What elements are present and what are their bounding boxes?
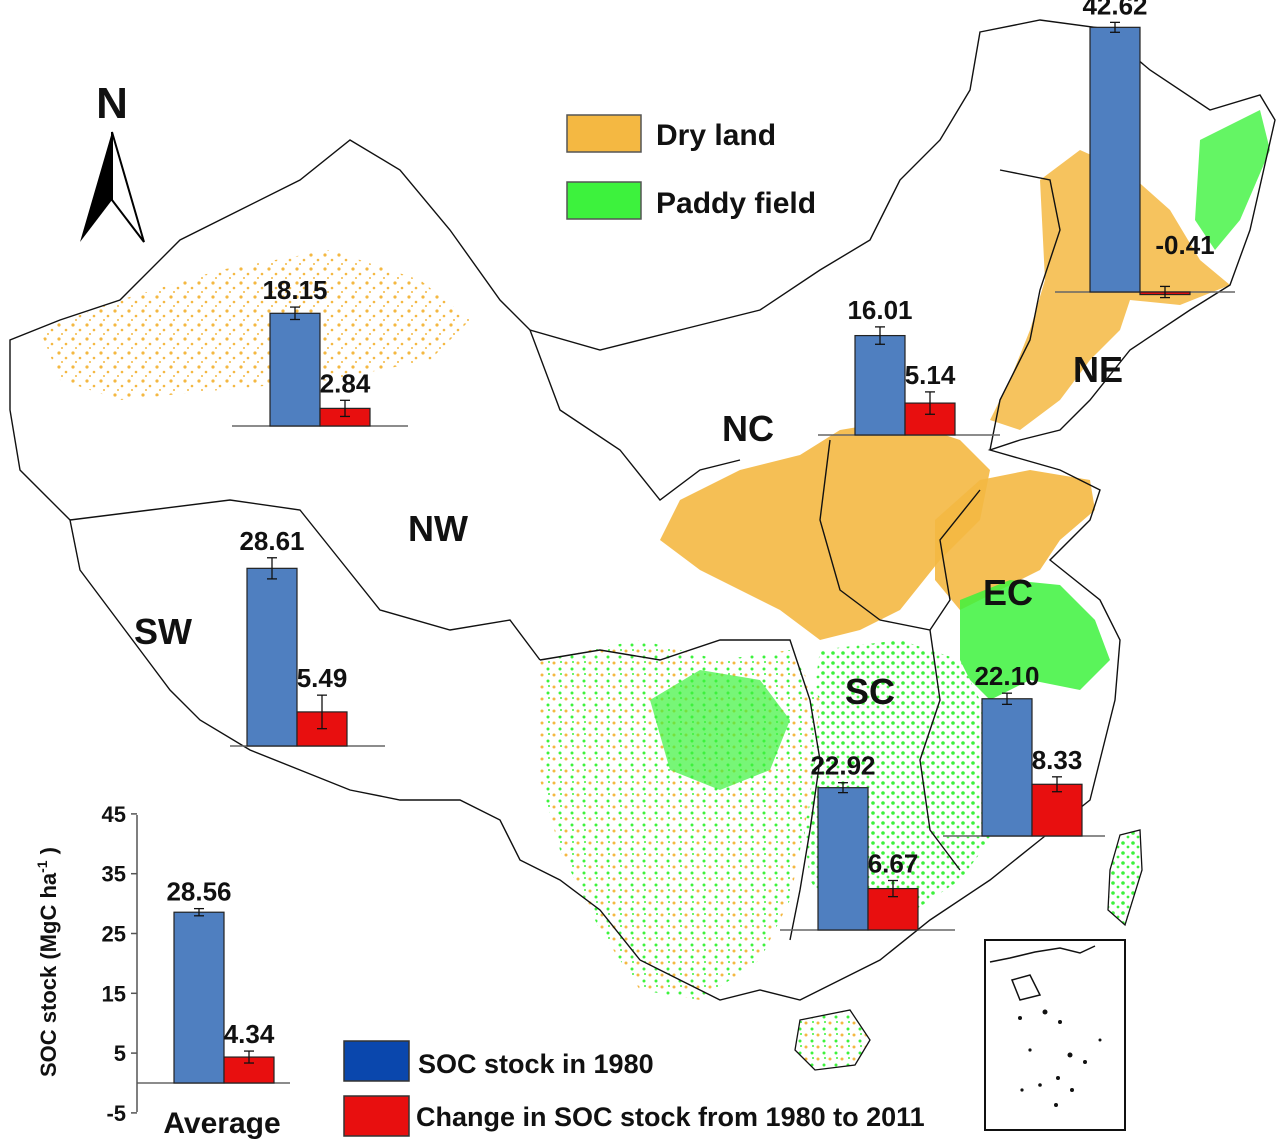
chart-nc: 16.01 5.14	[818, 295, 1000, 436]
error-bar-sc-soc-change	[888, 879, 898, 898]
ec-paddy	[960, 580, 1110, 700]
bar-nw-soc-1980	[269, 312, 321, 427]
data-label-sw-soc-1980: 28.61	[239, 526, 304, 556]
error-bar-nc-soc-1980	[875, 326, 885, 345]
data-label-average-soc-change: 4.34	[224, 1019, 275, 1049]
data-label-ec-soc-1980: 22.10	[974, 661, 1039, 691]
legend-label-soc-1980: SOC stock in 1980	[418, 1049, 654, 1079]
region-label-nw: NW	[408, 508, 468, 549]
error-bar-nc-soc-change	[925, 391, 935, 415]
data-label-average-soc-1980: 28.56	[166, 877, 231, 907]
data-label-ne-soc-1980: 42.62	[1082, 0, 1147, 20]
error-bar-sw-soc-change	[317, 694, 327, 730]
chart-nw: 18.15 2.84	[232, 275, 408, 427]
average-y-tick-label: -5	[106, 1101, 126, 1126]
data-label-sc-soc-change: 6.67	[868, 849, 919, 879]
average-x-axis-label: Average	[163, 1107, 280, 1140]
bar-ec-soc-change	[1031, 783, 1083, 837]
ne-paddy-east	[1195, 110, 1270, 250]
region-labels: NE NC NW SW EC SC	[134, 349, 1123, 712]
average-y-tick-label: 35	[102, 862, 126, 887]
bar-average-soc-1980	[173, 911, 225, 1084]
data-label-sc-soc-1980: 22.92	[810, 751, 875, 781]
ec-cropland	[935, 470, 1095, 610]
error-bar-ec-soc-change	[1052, 776, 1062, 793]
error-bar-average-soc-change	[244, 1050, 254, 1064]
boundary-nc-ec	[819, 439, 981, 631]
average-y-tick-label: 15	[102, 981, 126, 1006]
boundary-sc-ec	[919, 629, 961, 871]
inset-frame	[984, 939, 1126, 1131]
bar-ne-soc-1980	[1089, 26, 1141, 293]
soc-legend: SOC stock in 1980 Change in SOC stock fr…	[343, 1040, 925, 1137]
data-label-nc-soc-1980: 16.01	[847, 295, 912, 325]
bar-nc-soc-1980	[854, 334, 906, 436]
north-label: N	[96, 79, 128, 128]
legend-label-dry-land: Dry land	[656, 119, 776, 152]
average-y-tick-label: 5	[114, 1041, 126, 1066]
average-y-tick-label: 45	[102, 802, 126, 827]
legend-swatch-dry-land	[566, 114, 642, 153]
north-arrow-left	[80, 132, 112, 242]
data-label-sw-soc-change: 5.49	[297, 663, 348, 693]
data-label-ne-soc-change: -0.41	[1155, 230, 1214, 260]
chart-ne: 42.62 -0.41	[1055, 0, 1235, 299]
nw-dry-patches	[40, 250, 470, 400]
region-label-sw: SW	[134, 611, 192, 652]
north-arrow: N	[80, 79, 145, 243]
legend-label-paddy-field: Paddy field	[656, 187, 816, 220]
nc-cropland	[660, 420, 990, 640]
legend-swatch-soc-change	[343, 1095, 410, 1137]
bar-sw-soc-1980	[246, 567, 298, 747]
landuse-layer	[40, 110, 1270, 1071]
china-outline	[9, 19, 1276, 1001]
bar-ec-soc-1980	[981, 698, 1033, 837]
average-y-axis-label: SOC stock (MgC ha-1 )	[34, 847, 61, 1077]
chart-average: 28.56 4.34	[137, 877, 290, 1084]
legend-swatch-soc-1980	[343, 1040, 410, 1082]
legend-label-soc-change: Change in SOC stock from 1980 to 2011	[416, 1102, 925, 1132]
error-bar-sc-soc-1980	[838, 782, 848, 794]
inset-coastline	[989, 945, 1096, 1001]
data-label-nw-soc-1980: 18.15	[262, 275, 327, 305]
chart-sc: 22.92 6.67	[780, 751, 955, 931]
region-label-ne: NE	[1073, 349, 1123, 390]
error-bar-ne-soc-1980	[1110, 21, 1120, 33]
region-label-sc: SC	[845, 671, 895, 712]
taiwan-island	[1107, 829, 1143, 927]
legend-swatch-paddy-field	[566, 181, 642, 220]
data-label-nw-soc-change: 2.84	[320, 368, 371, 398]
region-label-ec: EC	[983, 572, 1033, 613]
data-label-nc-soc-change: 5.14	[905, 360, 956, 390]
boundary-nw-sw	[69, 499, 541, 661]
chart-ec: 22.10 8.33	[943, 661, 1105, 837]
error-bar-nw-soc-change	[340, 399, 350, 418]
boundary-layer	[9, 19, 1276, 1001]
bar-sc-soc-change	[867, 887, 919, 931]
boundary-nc-ne	[989, 169, 1061, 451]
sichuan-paddy	[650, 670, 790, 790]
data-label-ec-soc-change: 8.33	[1032, 745, 1083, 775]
error-bar-average-soc-1980	[194, 907, 204, 917]
landuse-legend: Dry land Paddy field	[566, 114, 816, 220]
bar-sc-soc-1980	[817, 787, 869, 931]
regional-bar-charts: 42.62 -0.41 16.01 5.14 18.15 2.84 28.61 5.49 22.…	[137, 0, 1235, 1084]
error-bar-ne-soc-change	[1160, 285, 1170, 299]
average-chart-axis: SOC stock (MgC ha-1 ) Average 45 35 25 15 5 -…	[34, 802, 281, 1140]
error-bar-ec-soc-1980	[1002, 692, 1012, 705]
average-y-tick-label: 25	[102, 922, 126, 947]
north-arrow-right	[111, 131, 145, 243]
hainan-island	[794, 1009, 871, 1071]
boundary-nw-nc	[529, 329, 741, 501]
south-china-sea-inset	[984, 939, 1126, 1131]
inset-islands	[1018, 1009, 1102, 1107]
error-bar-sw-soc-1980	[267, 557, 277, 580]
chart-sw: 28.61 5.49	[230, 526, 385, 747]
error-bar-nw-soc-1980	[290, 306, 300, 321]
boundary-sw-sc	[539, 639, 821, 941]
region-label-nc: NC	[722, 408, 774, 449]
